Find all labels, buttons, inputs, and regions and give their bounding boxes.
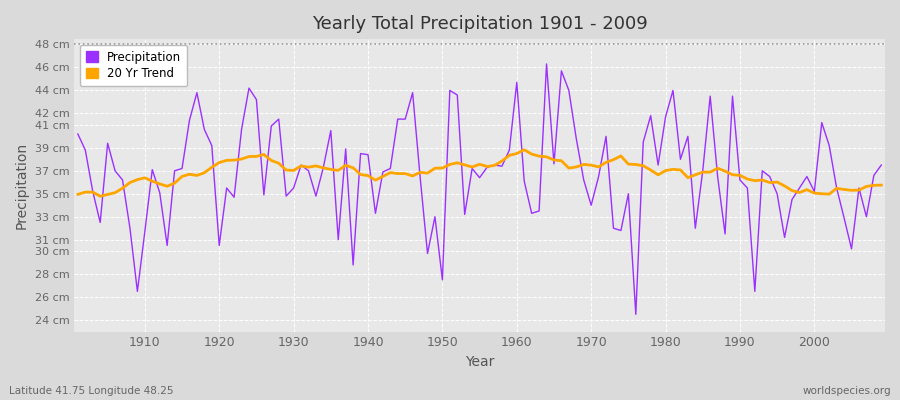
Text: Latitude 41.75 Longitude 48.25: Latitude 41.75 Longitude 48.25 xyxy=(9,386,174,396)
Legend: Precipitation, 20 Yr Trend: Precipitation, 20 Yr Trend xyxy=(80,45,187,86)
X-axis label: Year: Year xyxy=(465,355,494,369)
Y-axis label: Precipitation: Precipitation xyxy=(15,142,29,229)
Text: worldspecies.org: worldspecies.org xyxy=(803,386,891,396)
Title: Yearly Total Precipitation 1901 - 2009: Yearly Total Precipitation 1901 - 2009 xyxy=(311,15,647,33)
